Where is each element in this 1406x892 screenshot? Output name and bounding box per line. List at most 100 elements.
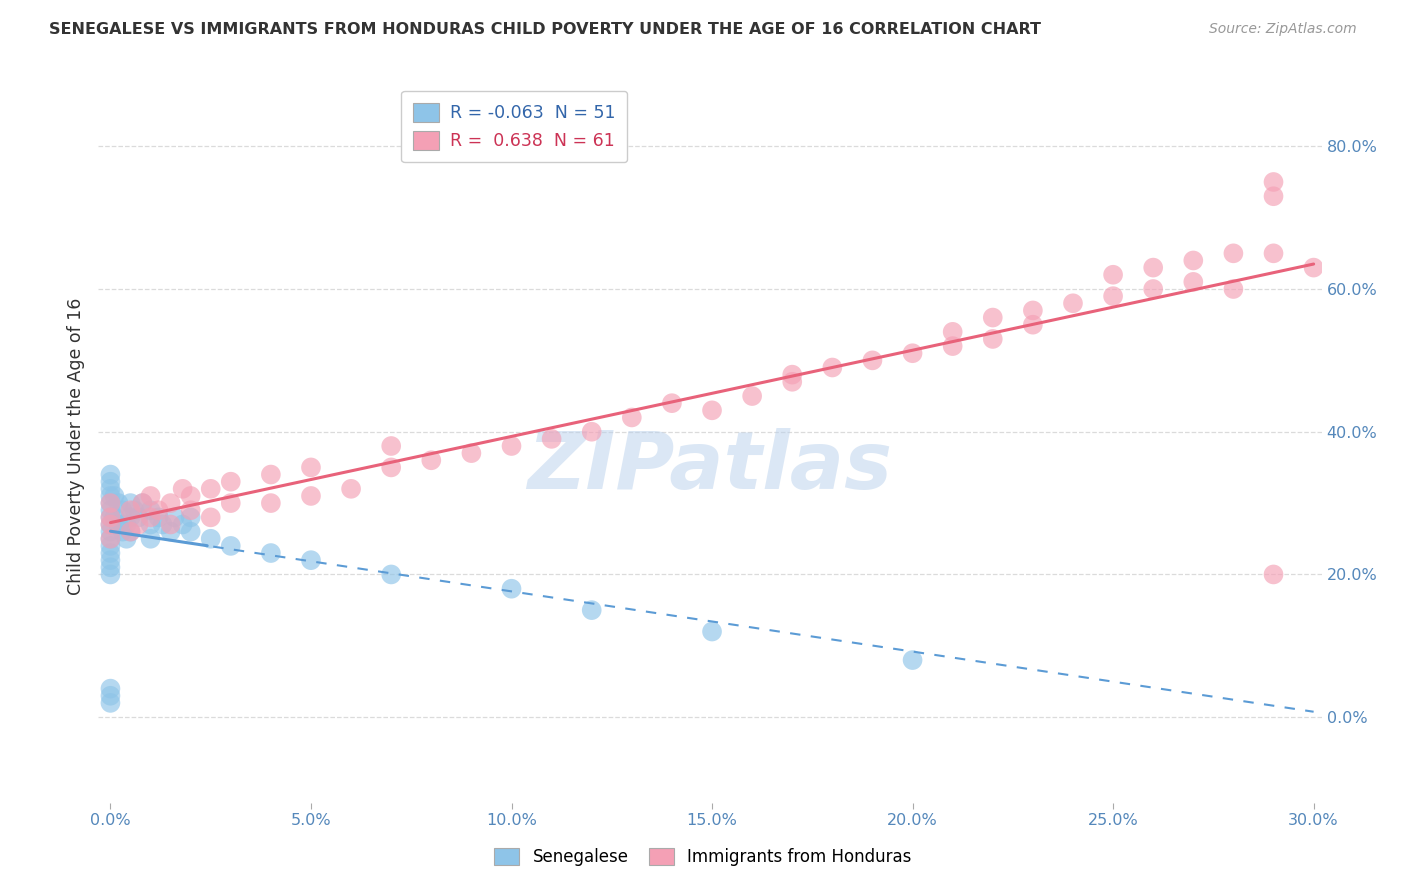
Point xyxy=(299,460,322,475)
Point xyxy=(620,410,643,425)
Point xyxy=(540,432,562,446)
Point xyxy=(200,532,222,546)
Point xyxy=(260,496,283,510)
Point xyxy=(219,475,242,489)
Point xyxy=(100,689,122,703)
Point xyxy=(340,482,363,496)
Point xyxy=(172,482,194,496)
Point xyxy=(380,460,402,475)
Point xyxy=(299,553,322,567)
Point xyxy=(1263,189,1285,203)
Point xyxy=(460,446,482,460)
Point xyxy=(100,510,122,524)
Point xyxy=(100,475,122,489)
Point xyxy=(124,503,146,517)
Point xyxy=(180,489,202,503)
Point xyxy=(1263,567,1285,582)
Point xyxy=(128,517,150,532)
Point xyxy=(128,510,150,524)
Point xyxy=(131,496,153,510)
Point xyxy=(380,567,402,582)
Point xyxy=(100,696,122,710)
Point xyxy=(100,524,122,539)
Point xyxy=(219,496,242,510)
Point xyxy=(981,310,1004,325)
Text: SENEGALESE VS IMMIGRANTS FROM HONDURAS CHILD POVERTY UNDER THE AGE OF 16 CORRELA: SENEGALESE VS IMMIGRANTS FROM HONDURAS C… xyxy=(49,22,1042,37)
Point xyxy=(260,467,283,482)
Point xyxy=(120,496,142,510)
Point xyxy=(1022,303,1045,318)
Point xyxy=(901,346,924,360)
Point xyxy=(180,510,202,524)
Point xyxy=(1263,175,1285,189)
Point xyxy=(100,553,122,567)
Point xyxy=(1182,253,1205,268)
Point xyxy=(100,532,122,546)
Point xyxy=(148,503,170,517)
Point xyxy=(100,467,122,482)
Legend: Senegalese, Immigrants from Honduras: Senegalese, Immigrants from Honduras xyxy=(488,841,918,873)
Point xyxy=(700,403,723,417)
Point xyxy=(107,496,129,510)
Point xyxy=(981,332,1004,346)
Point xyxy=(380,439,402,453)
Point xyxy=(103,489,125,503)
Point xyxy=(139,532,162,546)
Point xyxy=(299,489,322,503)
Point xyxy=(200,482,222,496)
Text: Source: ZipAtlas.com: Source: ZipAtlas.com xyxy=(1209,22,1357,37)
Point xyxy=(200,510,222,524)
Point xyxy=(1263,246,1285,260)
Point xyxy=(159,496,181,510)
Point xyxy=(1062,296,1084,310)
Point xyxy=(115,532,138,546)
Point xyxy=(901,653,924,667)
Point xyxy=(501,582,523,596)
Point xyxy=(107,517,129,532)
Point xyxy=(1302,260,1324,275)
Y-axis label: Child Poverty Under the Age of 16: Child Poverty Under the Age of 16 xyxy=(67,297,86,595)
Point xyxy=(139,510,162,524)
Point xyxy=(1022,318,1045,332)
Point xyxy=(111,503,134,517)
Point xyxy=(1142,260,1164,275)
Point xyxy=(1222,246,1244,260)
Point xyxy=(501,439,523,453)
Point xyxy=(100,482,122,496)
Point xyxy=(152,517,174,532)
Point xyxy=(100,496,122,510)
Point xyxy=(100,681,122,696)
Point xyxy=(1222,282,1244,296)
Point xyxy=(1102,268,1125,282)
Point xyxy=(741,389,763,403)
Point xyxy=(180,524,202,539)
Point xyxy=(661,396,683,410)
Point xyxy=(942,325,965,339)
Point xyxy=(581,603,603,617)
Point xyxy=(120,510,142,524)
Point xyxy=(180,503,202,517)
Point xyxy=(581,425,603,439)
Point xyxy=(111,524,134,539)
Point xyxy=(159,524,181,539)
Point xyxy=(1182,275,1205,289)
Point xyxy=(100,567,122,582)
Point xyxy=(100,517,122,532)
Text: ZIPatlas: ZIPatlas xyxy=(527,428,893,507)
Point xyxy=(120,524,142,539)
Point xyxy=(139,517,162,532)
Point xyxy=(780,375,803,389)
Point xyxy=(420,453,443,467)
Point xyxy=(172,517,194,532)
Point xyxy=(1102,289,1125,303)
Point xyxy=(100,546,122,560)
Point xyxy=(700,624,723,639)
Point xyxy=(100,503,122,517)
Point xyxy=(942,339,965,353)
Point xyxy=(100,560,122,574)
Point xyxy=(821,360,844,375)
Point xyxy=(780,368,803,382)
Point xyxy=(100,539,122,553)
Point xyxy=(219,539,242,553)
Point xyxy=(131,496,153,510)
